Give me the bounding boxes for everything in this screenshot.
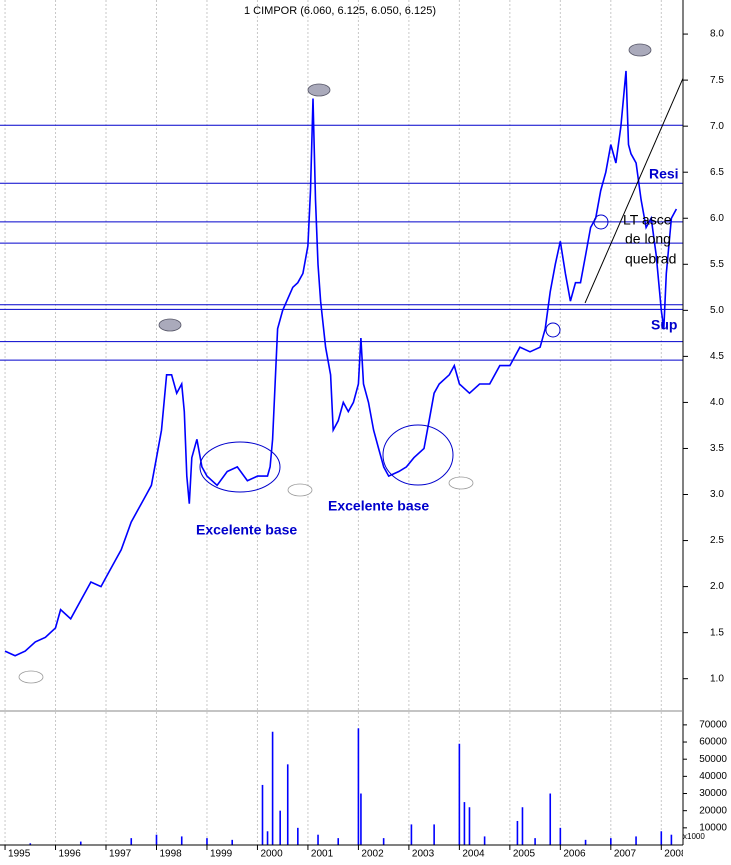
layers: Excelente base Excelente base Resi Sup LT as… — [0, 70, 683, 845]
y-tick-label: 1.5 — [710, 627, 724, 638]
plot-background — [0, 0, 683, 845]
volume-bar — [521, 807, 524, 845]
volume-bar — [261, 784, 264, 845]
price-line — [4, 70, 678, 657]
y-tick-label: 8.0 — [710, 29, 724, 40]
y-tick-label: 6.0 — [710, 213, 724, 224]
y-tick-label: 3.0 — [710, 489, 724, 500]
base-ellipse — [382, 424, 454, 486]
volume-bar — [670, 834, 673, 845]
volume-bar — [79, 841, 82, 845]
volume-bar — [483, 836, 486, 845]
y-tick-label: 5.5 — [710, 259, 724, 270]
y-tick-label: 3.5 — [710, 443, 724, 454]
y-tick-label: 20000 — [699, 805, 727, 816]
volume-bar — [29, 843, 32, 845]
grid — [4, 0, 662, 845]
volume-bar — [534, 838, 536, 845]
chart-title: 1 CIMPOR (6.060, 6.125, 6.050, 6.125) — [244, 5, 436, 17]
volume-bar — [271, 731, 274, 845]
trend-line — [584, 78, 683, 304]
unit-label: x1000 — [683, 832, 705, 841]
annotation: Excelente base — [328, 498, 429, 514]
volume-bar — [463, 802, 466, 845]
y-tick-label: 2.5 — [710, 535, 724, 546]
bull-icon — [628, 43, 652, 57]
volume-bar — [130, 838, 133, 845]
volume-bar — [206, 838, 208, 845]
x-tick-label: 1996 — [59, 849, 82, 860]
volume-bar — [382, 838, 385, 845]
y-tick-label: 5.0 — [710, 305, 724, 316]
x-tick-label: 2006 — [563, 849, 586, 860]
volume-bar — [433, 824, 435, 845]
volume-bar — [357, 728, 360, 845]
volume-bar — [635, 836, 637, 845]
x-tick-label: 2005 — [513, 849, 536, 860]
smiley-icon — [593, 214, 609, 230]
volume-bar — [360, 793, 362, 845]
annotation: Sup — [651, 317, 677, 333]
x-tick-label: 2004 — [462, 849, 485, 860]
volume-bar — [516, 820, 519, 845]
bear-icon — [158, 318, 182, 332]
volume-bar — [155, 834, 158, 845]
y-tick-label: 10000 — [699, 822, 727, 833]
x-tick-label: 2007 — [614, 849, 637, 860]
base-ellipse — [199, 441, 281, 493]
volume-bar — [468, 807, 471, 845]
volume-bar — [279, 810, 281, 845]
bull-icon — [307, 83, 331, 97]
x-tick-label: 1995 — [8, 849, 31, 860]
annotation: LT asce — [623, 212, 672, 228]
x-labels: 1995 1996 1997 1998 1999 2000 2001 2002 2003 2004… — [8, 849, 687, 860]
volume-bar — [559, 827, 562, 845]
y-tick-label: 4.5 — [710, 351, 724, 362]
x-tick-label: 2001 — [311, 849, 334, 860]
volume-bar — [549, 793, 552, 845]
y-tick-label: 7.0 — [710, 121, 724, 132]
x-tick-label: 1999 — [210, 849, 233, 860]
x-tick-label: 1998 — [159, 849, 182, 860]
y-tick-label: 30000 — [699, 788, 727, 799]
annotation: de long — [625, 231, 671, 247]
volume-bar — [180, 836, 183, 845]
volume-bar — [584, 839, 587, 845]
x-tick-label: 2000 — [260, 849, 283, 860]
cow-icon — [287, 483, 313, 497]
annotation: Resi — [649, 166, 679, 182]
volume-bar — [286, 764, 289, 845]
volume-bar — [297, 827, 299, 845]
volume-bar — [231, 839, 234, 845]
x-tick-label: 2008 — [664, 849, 687, 860]
volume-bar — [266, 831, 269, 845]
x-tick-label: 2003 — [412, 849, 435, 860]
y-tick-label: 60000 — [699, 737, 727, 748]
y-tick-label: 40000 — [699, 771, 727, 782]
annotation: quebrad — [625, 251, 676, 267]
y-tick-label: 2.0 — [710, 581, 724, 592]
x-tick-label: 1997 — [109, 849, 132, 860]
decorations — [18, 43, 652, 684]
volume-bar — [610, 838, 612, 845]
volume-bar — [410, 824, 413, 845]
smiley-icon — [545, 322, 561, 338]
cow-icon — [448, 476, 474, 490]
volume-bar — [317, 834, 319, 845]
y-tick-label: 70000 — [699, 720, 727, 731]
volume-bar — [337, 838, 340, 845]
y-tick-label: 4.0 — [710, 397, 724, 408]
y-tick-label: 50000 — [699, 754, 727, 765]
volume-bar — [660, 831, 663, 845]
y-tick-label: 1.0 — [710, 673, 724, 684]
volume-bar — [458, 743, 461, 845]
x-tick-label: 2002 — [361, 849, 384, 860]
annotation: Excelente base — [196, 522, 297, 538]
y-tick-label: 7.5 — [710, 75, 724, 86]
y-tick-label: 6.5 — [710, 167, 724, 178]
cow-icon — [18, 670, 44, 684]
